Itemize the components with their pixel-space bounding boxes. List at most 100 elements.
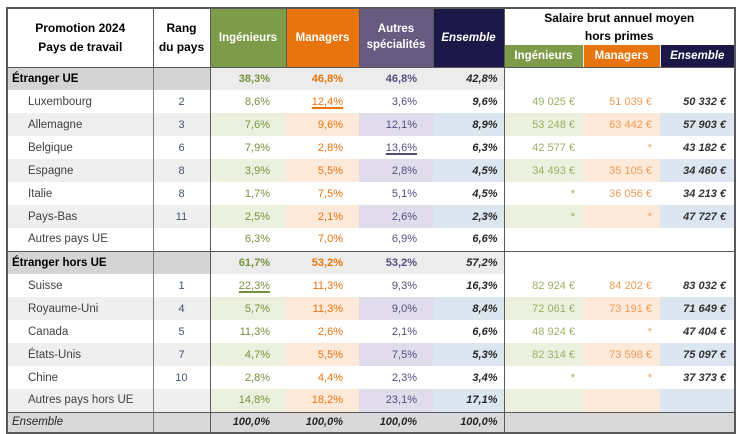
subheader-salaire-ingenieurs: Ingénieurs (504, 45, 584, 68)
pct-cell-mgr: 46,8% (286, 66, 359, 90)
subheader-salaire-managers: Managers (583, 45, 661, 68)
pct-value: 2,8% (244, 371, 270, 384)
pct-value: 2,6% (317, 325, 343, 338)
salary-cell-mgr: 73 191 € (583, 297, 660, 320)
pct-cell-mgr: 9,6% (286, 113, 359, 136)
pct-cell-ens: 17,1% (433, 389, 505, 412)
pct-cell-ing: 3,9% (210, 159, 286, 182)
salary-cell-ens: 50 332 € (683, 95, 726, 108)
pct-cell-ing: 2,8% (210, 366, 286, 389)
header-ingenieurs: Ingénieurs (210, 8, 287, 68)
pct-cell-ens: 6,3% (433, 136, 505, 159)
salary-cell-mgr (583, 250, 660, 274)
rank-cell: 5 (153, 320, 211, 343)
pct-cell-ing: 7,6% (210, 113, 286, 136)
pct-value: 5,5% (317, 348, 343, 361)
salary-cell-ens: 37 373 € (683, 371, 726, 384)
pct-cell-ens: 2,3% (433, 205, 505, 228)
header-title-line1: Promotion 2024 (35, 21, 126, 36)
pct-cell-ens: 42,8% (433, 66, 505, 90)
salary-cell-ens (660, 389, 735, 412)
pct-cell-aut: 12,1% (359, 113, 433, 136)
salary-cell-ing (504, 411, 583, 433)
row-label-cell: Espagne (7, 159, 154, 182)
pct-value: 4,7% (244, 348, 270, 361)
pct-cell-aut: 5,1% (359, 182, 433, 205)
row-label-cell: Étranger UE (7, 66, 154, 90)
header-rank-line2: du pays (158, 39, 205, 54)
header-title-line2: Pays de travail (38, 39, 123, 54)
pct-cell-ing: 5,7% (210, 297, 286, 320)
pct-cell-aut: 6,9% (359, 228, 433, 251)
pct-cell-ing: 6,3% (210, 228, 286, 251)
pct-value: 3,6% (391, 95, 417, 108)
pct-value: 22,3% (238, 279, 270, 292)
row-label-cell: Autres pays hors UE (7, 389, 154, 412)
salary-cell-mgr: 51 039 € (609, 95, 652, 108)
table-row: Chine 10 2,8% 4,4% 2,3% 3,4% * * 37 373 € (7, 366, 735, 389)
salary-cell-mgr (583, 389, 660, 412)
pct-value: 5,7% (244, 302, 270, 315)
pct-value: 7,9% (244, 141, 270, 154)
pct-cell-mgr: 100,0% (286, 411, 359, 433)
table-row: Italie 8 1,7% 7,5% 5,1% 4,5% * 36 056 € 34 213 € (7, 182, 735, 205)
header-managers: Managers (286, 8, 360, 68)
salary-cell-ing: 34 493 € (504, 159, 583, 182)
pct-value: 3,9% (244, 164, 270, 177)
rank-cell: 8 (153, 182, 211, 205)
pct-value: 57,2% (466, 256, 498, 269)
table-row: Pays-Bas 11 2,5% 2,1% 2,6% 2,3% * * 47 727 € (7, 205, 735, 228)
pct-cell-ens: 6,6% (433, 228, 505, 251)
row-label-cell: Belgique (7, 136, 154, 159)
salary-cell-ens: 47 404 € (683, 325, 726, 338)
salary-cell-ens (660, 411, 735, 433)
pct-value: 23,1% (385, 394, 417, 407)
subheader-salaire-ensemble: Ensemble (660, 45, 735, 68)
pct-value: 5,5% (317, 164, 343, 177)
header-salaire-line1: Salaire brut annuel moyen (544, 11, 695, 25)
salary-cell-ens: 34 213 € (683, 187, 726, 200)
table-row: Royaume-Uni 4 5,7% 11,3% 9,0% 8,4% 72 061 €73 … (7, 297, 735, 320)
salary-cell-ing (504, 228, 583, 251)
salary-cell-ens (660, 66, 735, 90)
header-ensemble: Ensemble (433, 8, 505, 68)
rank-cell: 11 (153, 205, 211, 228)
pct-cell-ens: 4,5% (433, 182, 505, 205)
salary-cell-ing (504, 66, 583, 90)
header-autres-line2: spécialités (366, 38, 426, 51)
pct-cell-aut: 2,1% (359, 320, 433, 343)
pct-value: 8,6% (244, 95, 270, 108)
row-label-cell: Canada (7, 320, 154, 343)
pct-cell-mgr: 11,3% (286, 274, 359, 297)
salary-cell-ing: * (570, 371, 575, 384)
salary-cell-ing: 53 248 € (504, 113, 583, 136)
salary-cell-mgr: 73 598 € (583, 343, 660, 366)
pct-cell-ing: 2,5% (210, 205, 286, 228)
header-rang-du-pays: Rang du pays (153, 8, 211, 68)
salary-cell-mgr: 63 442 € (583, 113, 660, 136)
pct-value: 5,3% (472, 348, 498, 361)
row-label-cell: Royaume-Uni (7, 297, 154, 320)
salary-cell-mgr (583, 228, 660, 251)
pct-cell-ing: 1,7% (210, 182, 286, 205)
pct-cell-aut: 9,0% (359, 297, 433, 320)
salary-cell-ens: 43 182 € (683, 141, 726, 154)
pct-cell-ens: 100,0% (433, 411, 505, 433)
header-rank-line1: Rang (166, 21, 197, 36)
row-label-cell: Autres pays UE (7, 228, 154, 251)
pct-cell-ing: 7,9% (210, 136, 286, 159)
pct-cell-ens: 5,3% (433, 343, 505, 366)
pct-cell-mgr: 18,2% (286, 389, 359, 412)
pct-value: 8,9% (472, 118, 498, 131)
rank-cell (153, 411, 211, 433)
pct-cell-mgr: 4,4% (286, 366, 359, 389)
pct-value: 2,6% (391, 210, 417, 223)
header-salaire-group: Salaire brut annuel moyen hors primes (504, 8, 735, 45)
salary-cell-ens (660, 250, 735, 274)
pct-value: 12,1% (385, 118, 417, 131)
salary-cell-ens: 71 649 € (660, 297, 735, 320)
rank-cell: 7 (153, 343, 211, 366)
pct-value: 2,8% (317, 141, 343, 154)
rank-cell: 8 (153, 159, 211, 182)
